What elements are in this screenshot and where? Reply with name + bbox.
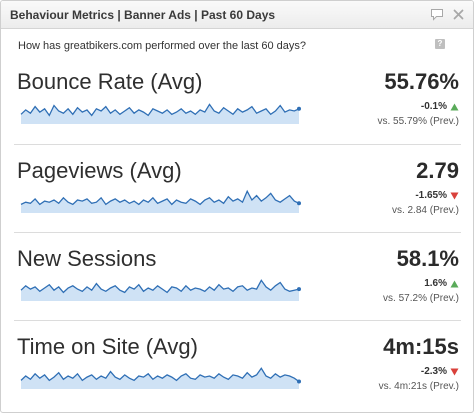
metric-value: 2.79 — [416, 158, 459, 183]
metric-name: New Sessions — [17, 246, 157, 271]
metric-value: 58.1% — [396, 246, 459, 271]
metric-pageviews: Pageviews (Avg) 2.79 -1.65% vs. 2.84 (Pr… — [1, 158, 473, 244]
change-indicator: -0.1% — [421, 101, 459, 112]
metric-time-on-site: Time on Site (Avg) 4m:15s -2.3% vs. 4m:2… — [1, 334, 473, 412]
divider — [14, 232, 461, 233]
change-percent: -0.1% — [420, 101, 447, 112]
sparkline-chart — [20, 189, 301, 213]
sparkline — [18, 97, 302, 125]
metric-new-sessions: New Sessions 58.1% 1.6% vs. 57.2% (Prev.… — [1, 246, 473, 332]
metric-value: 4m:15s — [383, 334, 459, 359]
metric-value: 55.76% — [384, 69, 459, 94]
change-percent: -1.65% — [415, 190, 447, 201]
sparkline-chart — [20, 279, 301, 301]
change-indicator: -1.65% — [415, 190, 459, 201]
arrow-up-icon — [450, 280, 459, 288]
widget-subtitle: How has greatbikers.com performed over t… — [18, 40, 306, 52]
widget-title: Behaviour Metrics | Banner Ads | Past 60… — [10, 8, 276, 22]
help-icon[interactable]: ? — [435, 39, 445, 49]
previous-value: vs. 4m:21s (Prev.) — [378, 381, 459, 392]
sparkline — [18, 362, 302, 390]
widget-header: Behaviour Metrics | Banner Ads | Past 60… — [1, 1, 473, 29]
change-percent: 1.6% — [424, 278, 447, 289]
sparkline-area — [21, 104, 299, 124]
arrow-up-icon — [450, 103, 459, 111]
previous-value: vs. 57.2% (Prev.) — [383, 293, 459, 304]
sparkline-series — [20, 189, 300, 206]
sparkline-area — [21, 191, 299, 213]
sparkline — [18, 186, 302, 214]
sparkline-last-point — [297, 201, 301, 206]
sparkline-series — [20, 103, 300, 117]
sparkline — [18, 274, 302, 302]
sparkline-area — [21, 368, 299, 389]
previous-value: vs. 55.79% (Prev.) — [377, 116, 459, 127]
close-icon[interactable] — [452, 8, 465, 21]
divider — [14, 144, 461, 145]
metric-name: Bounce Rate (Avg) — [17, 69, 203, 94]
change-indicator: -2.3% — [421, 366, 459, 377]
sparkline-chart — [20, 367, 301, 389]
previous-value: vs. 2.84 (Prev.) — [391, 205, 459, 216]
sparkline-series — [20, 367, 300, 383]
metric-bounce-rate: Bounce Rate (Avg) 55.76% -0.1% vs. 55.79… — [1, 69, 473, 155]
sparkline-last-point — [297, 287, 301, 292]
divider — [14, 320, 461, 321]
sparkline-last-point — [297, 106, 301, 111]
sparkline-area — [21, 280, 299, 301]
arrow-down-icon — [450, 368, 459, 376]
sparkline-chart — [20, 103, 301, 124]
sparkline-series — [20, 279, 300, 294]
metric-name: Pageviews (Avg) — [17, 158, 182, 183]
change-indicator: 1.6% — [424, 278, 459, 289]
comment-icon[interactable] — [430, 8, 444, 21]
change-percent: -2.3% — [420, 366, 447, 377]
sparkline-last-point — [297, 379, 301, 384]
arrow-down-icon — [450, 192, 459, 200]
metric-name: Time on Site (Avg) — [17, 334, 198, 359]
